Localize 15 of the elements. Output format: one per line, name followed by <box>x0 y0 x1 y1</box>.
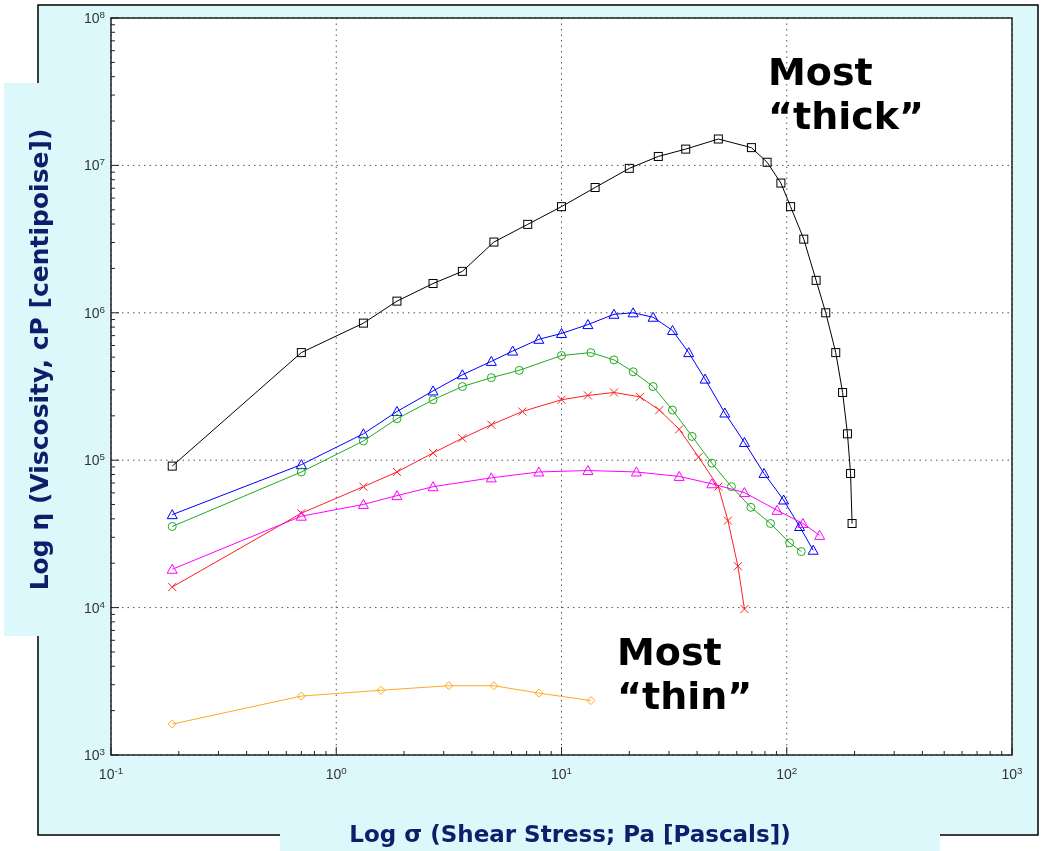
y-tick-label: 10$^{6}$ <box>83 303 106 321</box>
annotation: Most “thick” <box>768 50 924 138</box>
y-tick-label: 10$^{5}$ <box>83 450 106 469</box>
y-tick-label: 10$^{3}$ <box>83 745 106 763</box>
x-tick-label: 10$^{1}$ <box>550 764 573 782</box>
y-tick-label: 10$^{8}$ <box>83 8 106 26</box>
y-tick-label: 10$^{7}$ <box>83 155 105 174</box>
annotation: Most “thin” <box>617 630 753 718</box>
x-tick-label: 10$^{-1}$ <box>98 764 124 782</box>
y-axis-title: Log η (Viscosity, cP [centipoise]) <box>25 128 54 591</box>
x-axis-title: Log σ (Shear Stress; Pa [Pascals]) <box>349 821 791 847</box>
x-tick-label: 10$^{3}$ <box>1001 764 1024 782</box>
x-tick-label: 10$^{0}$ <box>325 764 348 782</box>
x-tick-label: 10$^{2}$ <box>776 764 798 782</box>
y-tick-label: 10$^{4}$ <box>83 598 106 616</box>
